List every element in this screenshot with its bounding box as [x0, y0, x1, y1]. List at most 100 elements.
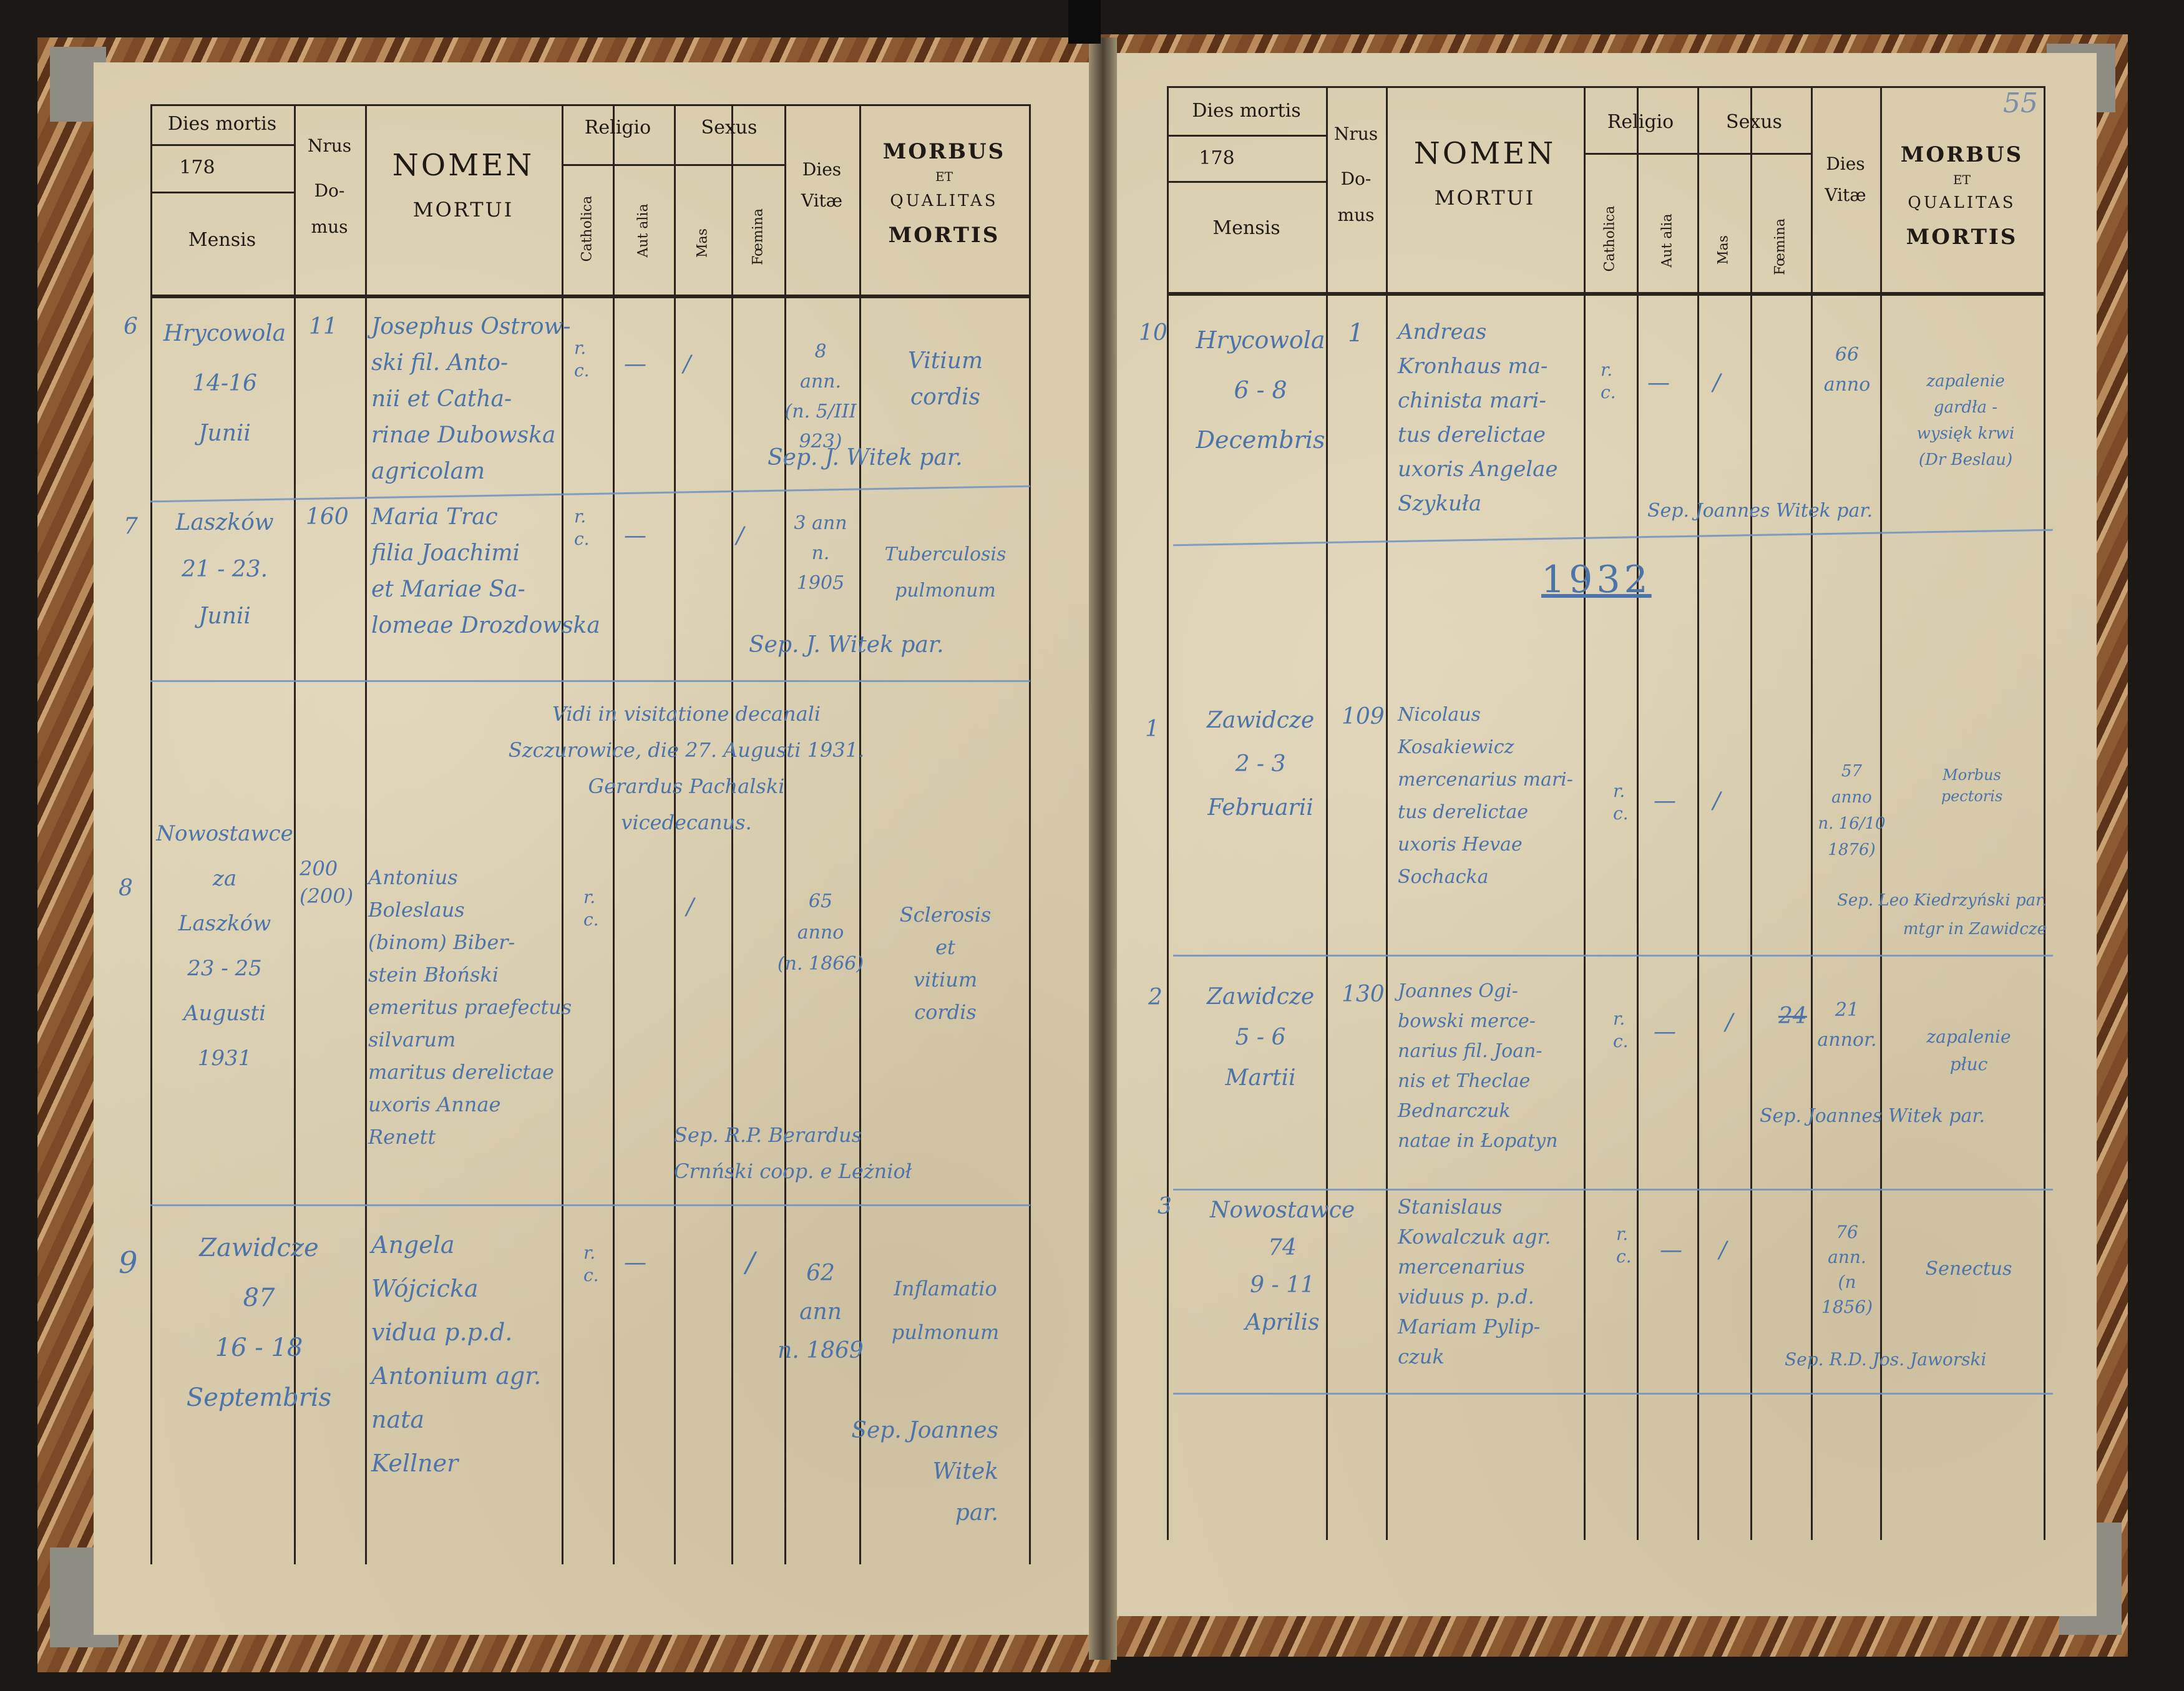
- header-dies-mortis: Dies mortis: [167, 113, 277, 135]
- entry-number: 3: [1158, 1194, 1172, 1219]
- entry-number: 10: [1139, 320, 1168, 346]
- header-nrus: Nrus: [307, 135, 352, 156]
- book-gutter: [1089, 37, 1117, 1660]
- header-mensis: Mensis: [1212, 217, 1280, 239]
- entry-mas: /: [1719, 1237, 1727, 1263]
- entry-morbus: zapalenie gardła - wysięk krwi (Dr Besla…: [1916, 372, 2015, 469]
- header-nomen: NOMEN: [392, 148, 535, 183]
- entry-morbus: Tuberculosis pulmonum: [884, 543, 1007, 602]
- header-morbus: MORBUS: [882, 139, 1006, 164]
- header-sexus: Sexus: [701, 117, 758, 139]
- right-register-table: Dies mortis 178 Mensis Nrus Do- mus NOME…: [1167, 86, 2047, 1540]
- entry-number: 8: [119, 875, 133, 901]
- entry-house: 130: [1342, 982, 1385, 1007]
- entry-mas: /: [683, 351, 691, 377]
- entry-dies-vitae: 57 anno n. 16/10 1876): [1818, 762, 1886, 859]
- entry-morbus: zapalenie płuc: [1926, 1026, 2011, 1075]
- entry-aut-alia: —: [624, 523, 646, 548]
- entry-catholica: r. c.: [1613, 781, 1629, 824]
- entry-mas: /: [1725, 1010, 1733, 1035]
- entry-foemina: /: [746, 1247, 755, 1279]
- entry-sepultus: Sep. Leo Kiedrzyński par. mtgr in Zawidc…: [1837, 891, 2047, 938]
- entry-number: 2: [1148, 985, 1163, 1010]
- entry-aut-alia: —: [1647, 370, 1670, 396]
- header-dies-mortis: Dies mortis: [1192, 100, 1301, 122]
- entry-name: Stanislaus Kowalczuk agr. mercenarius vi…: [1398, 1195, 1551, 1368]
- left-page: [94, 62, 1098, 1635]
- entry-separator: [1173, 1189, 2053, 1191]
- entry-aut-alia: —: [624, 1250, 646, 1275]
- header-catholica: Catholica: [579, 195, 595, 262]
- header-mas: Mas: [695, 228, 711, 258]
- entry-name: Angela Wójcicka vidua p.p.d. Antonium ag…: [371, 1231, 542, 1477]
- entry-separator: [150, 1204, 1030, 1206]
- header-dies-vitae: Dies Vitæ: [801, 159, 843, 211]
- entry-catholica: r. c.: [1613, 1008, 1629, 1051]
- entry-morbus: Morbus pectoris: [1941, 766, 2003, 805]
- entry-morbus: Vitium cordis: [907, 348, 983, 410]
- header-aut-alia: Aut alia: [1659, 213, 1675, 268]
- entry-separator: [150, 680, 1030, 682]
- left-register-table: Dies mortis 178 Mensis Nrus Do- mus NOME…: [150, 104, 1031, 1564]
- entry-mas: /: [686, 894, 695, 920]
- year-heading: 1932: [1541, 558, 1652, 602]
- page-number: 55: [2003, 87, 2038, 119]
- entry-separator: [1173, 955, 2053, 957]
- entry-dies-vitae: 66 anno: [1823, 344, 1871, 396]
- entry-sepultus: Sep. R.P. Berardus Crnński coop. e Leżni…: [674, 1123, 912, 1183]
- entry-mas: /: [1713, 788, 1721, 814]
- entry-catholica: r. c.: [574, 506, 590, 549]
- entry-name: Maria Trac filia Joachimi et Mariae Sa- …: [371, 504, 600, 638]
- entry-dies-vitae: 65 anno (n. 1866): [777, 890, 864, 975]
- entry-place-date: Zawidcze 5 - 6 Martii: [1206, 984, 1315, 1091]
- header-aut-alia: Aut alia: [635, 203, 651, 258]
- entry-sepultus: Sep. R.D. Jos. Jaworski: [1785, 1349, 1987, 1370]
- header-mortis: MORTIS: [1906, 225, 2018, 250]
- entry-house: 11: [309, 314, 338, 339]
- entry-catholica: r. c.: [583, 1242, 599, 1285]
- entry-sepultus: Sep. Joannes Witek par.: [1760, 1105, 1985, 1127]
- entry-place-date: Hrycowola 6 - 8 Decembris: [1196, 326, 1325, 454]
- entry-morbus: Senectus: [1925, 1258, 2012, 1280]
- entry-house: 160: [306, 504, 349, 530]
- entry-name: Antonius Boleslaus (binom) Biber- stein …: [368, 865, 572, 1149]
- header-mas: Mas: [1715, 235, 1732, 265]
- entry-name: Andreas Kronhaus ma- chinista mari- tus …: [1398, 319, 1558, 516]
- entry-place-date: Nowostawce 74 9 - 11 Aprilis: [1209, 1197, 1355, 1335]
- entry-aut-alia: —: [1654, 1019, 1676, 1045]
- header-et: ET: [1953, 172, 1971, 187]
- entry-number: 6: [124, 314, 138, 339]
- header-religio: Religio: [1607, 111, 1674, 133]
- header-sexus: Sexus: [1726, 111, 1782, 133]
- entry-place-date: Hrycowola 14-16 Junii: [163, 321, 286, 446]
- entry-dies-vitae: 62 ann n. 1869: [778, 1260, 864, 1363]
- entry-number: 1: [1145, 716, 1159, 742]
- header-mensis: Mensis: [188, 229, 256, 251]
- header-qualitas: QUALITAS: [890, 192, 998, 210]
- entry-house: 109: [1342, 704, 1385, 729]
- header-mortis: MORTIS: [888, 223, 1000, 248]
- entry-foemina: 24: [1778, 1003, 1807, 1029]
- entry-aut-alia: —: [624, 351, 646, 377]
- entry-mas: /: [1713, 370, 1721, 396]
- entry-sepultus: Sep. J. Witek par.: [749, 632, 944, 658]
- header-year-178: 178: [179, 157, 215, 178]
- entry-separator: [1173, 1393, 2053, 1395]
- entry-name: Joannes Ogi- bowski merce- narius fil. J…: [1398, 980, 1558, 1152]
- header-foemina: Fœmina: [1772, 218, 1788, 275]
- entry-morbus: Sclerosis et vitium cordis: [899, 903, 992, 1024]
- entry-aut-alia: —: [1660, 1237, 1682, 1263]
- entry-catholica: r. c.: [1616, 1224, 1632, 1267]
- entry-sepultus: Sep. Joannes Witek par.: [1647, 500, 1873, 522]
- entry-name: Josephus Ostrow- ski fil. Anto- nii et C…: [371, 314, 571, 484]
- entry-dies-vitae: 8 ann. (n. 5/III 923): [784, 341, 857, 452]
- entry-catholica: r. c.: [1601, 359, 1616, 402]
- visitation-note: Vidi in visitatione decanali Szczurowice…: [508, 702, 865, 834]
- entry-place-date: Nowostawce za Laszków 23 - 25 Augusti 19…: [156, 821, 293, 1071]
- entry-sepultus: Sep. Joannes Witek par.: [851, 1418, 998, 1526]
- binding-strap: [1068, 0, 1101, 44]
- entry-catholica: r. c.: [574, 338, 590, 381]
- entry-sepultus: Sep. J. Witek par.: [768, 445, 963, 470]
- entry-number: 9: [119, 1245, 138, 1280]
